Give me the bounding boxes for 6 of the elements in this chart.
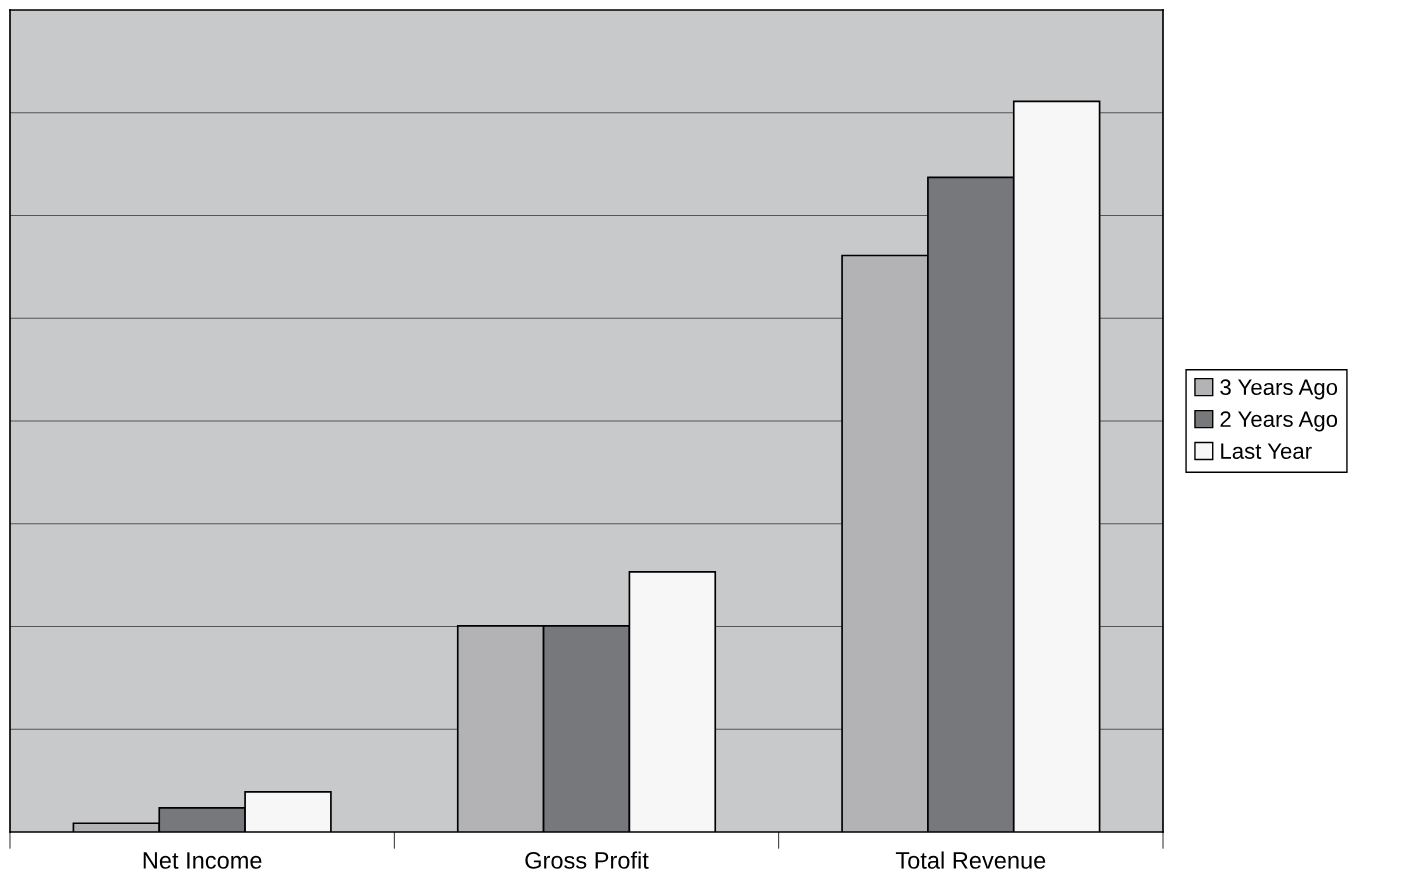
- legend-label: Last Year: [1221, 443, 1312, 459]
- x-tick-label: Total Revenue: [895, 851, 1046, 869]
- x-tick-label: Gross Profit: [525, 851, 649, 869]
- x-tick-label: Net Income: [143, 852, 262, 869]
- legend-label: 3 Years Ago: [1220, 379, 1338, 400]
- legend-label: 2 Years Ago: [1220, 411, 1338, 432]
